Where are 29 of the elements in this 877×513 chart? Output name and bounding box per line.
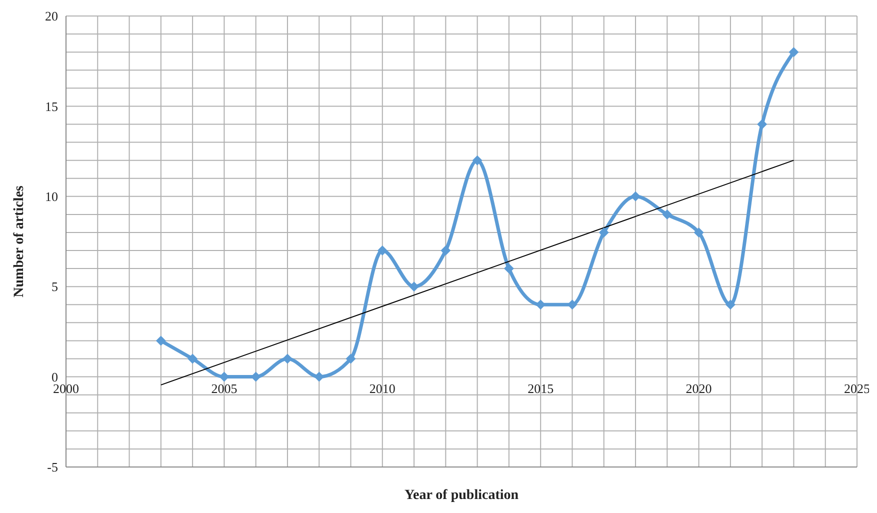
y-tick-label: 5 — [52, 279, 58, 294]
point — [440, 246, 451, 256]
y-axis-title: Number of articles — [12, 185, 27, 298]
y-tick-label: 20 — [45, 8, 58, 24]
point — [567, 300, 578, 310]
x-tick-label: 2010 — [369, 380, 396, 396]
x-tick-label: 2015 — [528, 380, 554, 396]
point — [377, 246, 388, 256]
point — [156, 336, 166, 346]
point — [188, 354, 198, 364]
point — [757, 119, 768, 130]
y-tick-label: 10 — [45, 189, 58, 204]
x-tick-label: 2020 — [686, 380, 712, 396]
point — [725, 300, 736, 310]
point — [472, 155, 482, 166]
point — [504, 264, 514, 274]
y-tick-label: -5 — [47, 460, 58, 475]
point — [346, 354, 356, 364]
point — [409, 282, 420, 292]
point — [598, 227, 609, 238]
point — [282, 354, 292, 364]
x-axis-title: Year of publication — [404, 488, 519, 503]
point — [662, 209, 672, 220]
point — [788, 47, 799, 58]
x-tick-label: 2005 — [211, 380, 238, 396]
point — [694, 227, 704, 238]
point — [314, 372, 324, 382]
y-tick-label: 15 — [45, 98, 58, 114]
point — [630, 191, 641, 202]
